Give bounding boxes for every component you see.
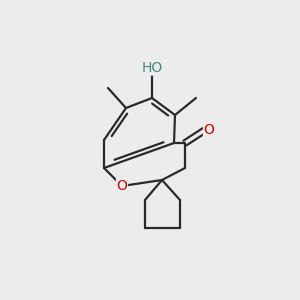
Text: O: O [204,123,214,137]
Text: HO: HO [141,61,163,75]
Text: O: O [117,179,128,193]
